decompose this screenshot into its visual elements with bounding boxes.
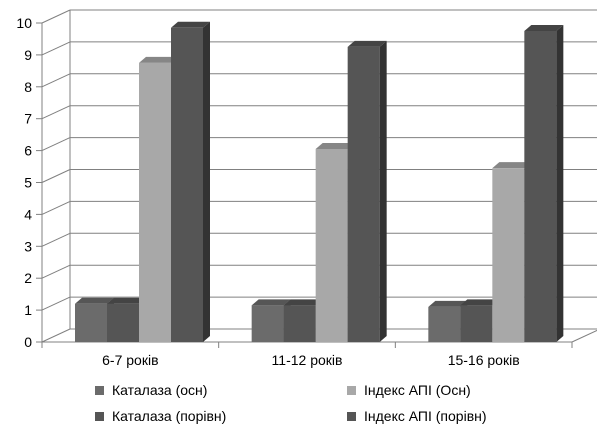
- legend-label-2: Індекс АПІ (Осн): [364, 382, 471, 398]
- bar-side: [556, 24, 564, 342]
- bar-top: [315, 143, 355, 150]
- legend-label-1: Каталаза (порівн): [112, 408, 227, 424]
- bar-front: [460, 305, 493, 342]
- y-tick-label-10: 10: [16, 15, 32, 31]
- y-tick-label-5: 5: [24, 175, 32, 191]
- bar-side: [203, 21, 210, 342]
- bar-front: [171, 27, 203, 342]
- bar-top: [524, 24, 564, 31]
- legend-swatch-0: [95, 385, 104, 395]
- grid-diagonal-8: [41, 73, 71, 88]
- legend-item-1: Каталаза (порівн): [95, 408, 226, 424]
- grid-diagonal-7: [41, 105, 71, 120]
- bar-front: [347, 46, 380, 343]
- bar-top: [347, 40, 387, 47]
- category-label-2: 15-16 років: [448, 352, 520, 368]
- bar-front: [75, 303, 107, 342]
- y-tick-labels: 0 1 2 3 4 5 6 7 8 9 10: [16, 15, 32, 350]
- grid-diagonal-9: [41, 41, 71, 56]
- bar-front: [107, 303, 139, 342]
- grid-diagonal-0: [41, 328, 71, 343]
- grid-diagonal-5: [41, 169, 71, 183]
- bar-top: [107, 297, 146, 304]
- bar-front: [492, 168, 525, 342]
- bar-top: [171, 21, 210, 28]
- bar-front: [315, 149, 348, 342]
- legend-item-2: Індекс АПІ (Осн): [347, 382, 471, 398]
- grid-diagonal-10: [41, 9, 71, 24]
- y-tick-label-9: 9: [24, 47, 32, 63]
- bar-front: [139, 62, 171, 342]
- y-tick-label-2: 2: [24, 270, 32, 286]
- y-tick-label-0: 0: [24, 334, 32, 350]
- grid-diagonal-3: [41, 232, 71, 247]
- bar-front: [283, 305, 316, 342]
- bar-top: [251, 299, 291, 306]
- legend-swatch-1: [95, 411, 104, 421]
- bar-top: [492, 162, 532, 169]
- bar-front: [428, 306, 461, 342]
- bar-chart: 0 1 2 3 4 5 6 7 8 9 10 6-7 років 11-12 років 15-16 р…: [16, 9, 597, 368]
- grid-diagonal-4: [41, 200, 71, 215]
- y-tick-label-8: 8: [24, 79, 32, 95]
- bar-top: [139, 56, 178, 63]
- category-labels: 6-7 років 11-12 років 15-16 років: [102, 352, 519, 368]
- y-tick-label-4: 4: [24, 206, 32, 222]
- bar-front: [524, 30, 557, 342]
- grid-diagonal-6: [41, 137, 71, 152]
- bar-top: [428, 300, 468, 307]
- floor-right-edge: [571, 329, 597, 343]
- bar-2-3: [524, 24, 564, 342]
- legend-item-3: Індекс АПІ (порівн): [347, 408, 487, 424]
- bar-top: [460, 299, 500, 306]
- grid-diagonal-2: [41, 264, 71, 279]
- y-tick-label-6: 6: [24, 143, 32, 159]
- legend-swatch-2: [347, 385, 356, 395]
- y-tick-label-3: 3: [24, 238, 32, 254]
- bar-front: [251, 305, 284, 342]
- legend-label-0: Каталаза (осн): [112, 382, 208, 398]
- legend-item-0: Каталаза (осн): [95, 382, 207, 398]
- category-label-0: 6-7 років: [102, 352, 158, 368]
- bars: [75, 21, 564, 343]
- legend: Каталаза (осн) Індекс АПІ (Осн) Каталаза…: [0, 372, 597, 427]
- bar-side: [379, 40, 387, 343]
- legend-label-3: Індекс АПІ (порівн): [364, 408, 487, 424]
- bar-0-3: [171, 21, 210, 342]
- legend-swatch-3: [347, 411, 356, 421]
- y-tick-label-7: 7: [24, 111, 32, 127]
- grid-diagonal-1: [41, 296, 71, 311]
- bar-top: [283, 299, 323, 306]
- bar-1-3: [347, 40, 387, 343]
- category-label-1: 11-12 років: [272, 352, 343, 368]
- bar-top: [75, 297, 114, 304]
- y-tick-label-1: 1: [24, 302, 32, 318]
